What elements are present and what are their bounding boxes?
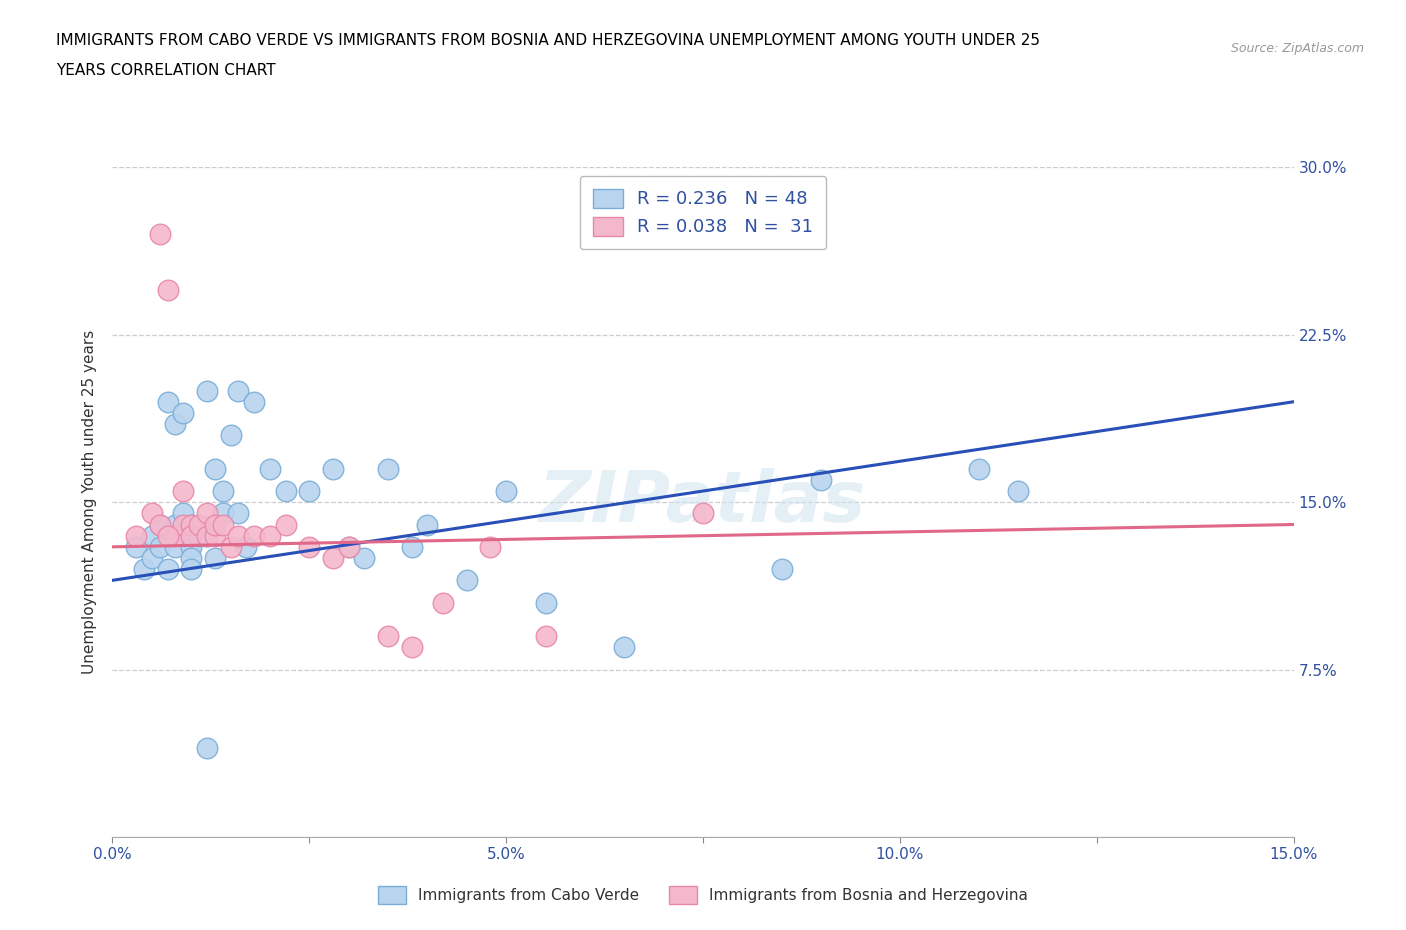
Point — [1007, 484, 1029, 498]
Point — [195, 740, 218, 755]
Point — [156, 562, 179, 577]
Point — [534, 629, 557, 644]
Point — [432, 595, 454, 610]
Point — [172, 484, 194, 498]
Point — [692, 506, 714, 521]
Point — [243, 528, 266, 543]
Point — [204, 517, 226, 532]
Point — [149, 539, 172, 554]
Point — [156, 528, 179, 543]
Point — [172, 405, 194, 420]
Point — [156, 394, 179, 409]
Point — [613, 640, 636, 655]
Point — [195, 506, 218, 521]
Point — [322, 461, 344, 476]
Point — [172, 517, 194, 532]
Point — [165, 417, 187, 432]
Point — [235, 539, 257, 554]
Point — [156, 283, 179, 298]
Point — [337, 539, 360, 554]
Point — [219, 539, 242, 554]
Point — [259, 528, 281, 543]
Point — [204, 461, 226, 476]
Point — [228, 383, 250, 398]
Point — [274, 484, 297, 498]
Point — [401, 539, 423, 554]
Text: ZIPatlas: ZIPatlas — [540, 468, 866, 537]
Point — [401, 640, 423, 655]
Y-axis label: Unemployment Among Youth under 25 years: Unemployment Among Youth under 25 years — [82, 330, 97, 674]
Point — [165, 517, 187, 532]
Point — [259, 461, 281, 476]
Point — [322, 551, 344, 565]
Point — [132, 562, 155, 577]
Point — [228, 506, 250, 521]
Point — [211, 484, 233, 498]
Point — [211, 517, 233, 532]
Point — [219, 428, 242, 443]
Point — [534, 595, 557, 610]
Point — [125, 528, 148, 543]
Point — [188, 517, 211, 532]
Point — [188, 517, 211, 532]
Point — [125, 539, 148, 554]
Point — [967, 461, 990, 476]
Point — [165, 539, 187, 554]
Point — [204, 551, 226, 565]
Point — [195, 383, 218, 398]
Point — [165, 528, 187, 543]
Point — [495, 484, 517, 498]
Point — [149, 227, 172, 242]
Point — [180, 517, 202, 532]
Point — [456, 573, 478, 588]
Point — [180, 539, 202, 554]
Point — [195, 528, 218, 543]
Point — [243, 394, 266, 409]
Point — [180, 528, 202, 543]
Point — [180, 562, 202, 577]
Point — [180, 517, 202, 532]
Point — [298, 484, 321, 498]
Point — [377, 629, 399, 644]
Legend: Immigrants from Cabo Verde, Immigrants from Bosnia and Herzegovina: Immigrants from Cabo Verde, Immigrants f… — [373, 880, 1033, 910]
Point — [195, 528, 218, 543]
Point — [211, 506, 233, 521]
Point — [141, 506, 163, 521]
Point — [141, 528, 163, 543]
Point — [298, 539, 321, 554]
Point — [228, 528, 250, 543]
Point — [149, 517, 172, 532]
Point — [180, 551, 202, 565]
Point — [810, 472, 832, 487]
Point — [377, 461, 399, 476]
Point — [353, 551, 375, 565]
Point — [204, 528, 226, 543]
Text: Source: ZipAtlas.com: Source: ZipAtlas.com — [1230, 42, 1364, 55]
Point — [479, 539, 502, 554]
Point — [188, 528, 211, 543]
Point — [141, 551, 163, 565]
Text: YEARS CORRELATION CHART: YEARS CORRELATION CHART — [56, 63, 276, 78]
Point — [416, 517, 439, 532]
Point — [274, 517, 297, 532]
Text: IMMIGRANTS FROM CABO VERDE VS IMMIGRANTS FROM BOSNIA AND HERZEGOVINA UNEMPLOYMEN: IMMIGRANTS FROM CABO VERDE VS IMMIGRANTS… — [56, 33, 1040, 47]
Point — [172, 506, 194, 521]
Point — [337, 539, 360, 554]
Point — [770, 562, 793, 577]
Point — [149, 517, 172, 532]
